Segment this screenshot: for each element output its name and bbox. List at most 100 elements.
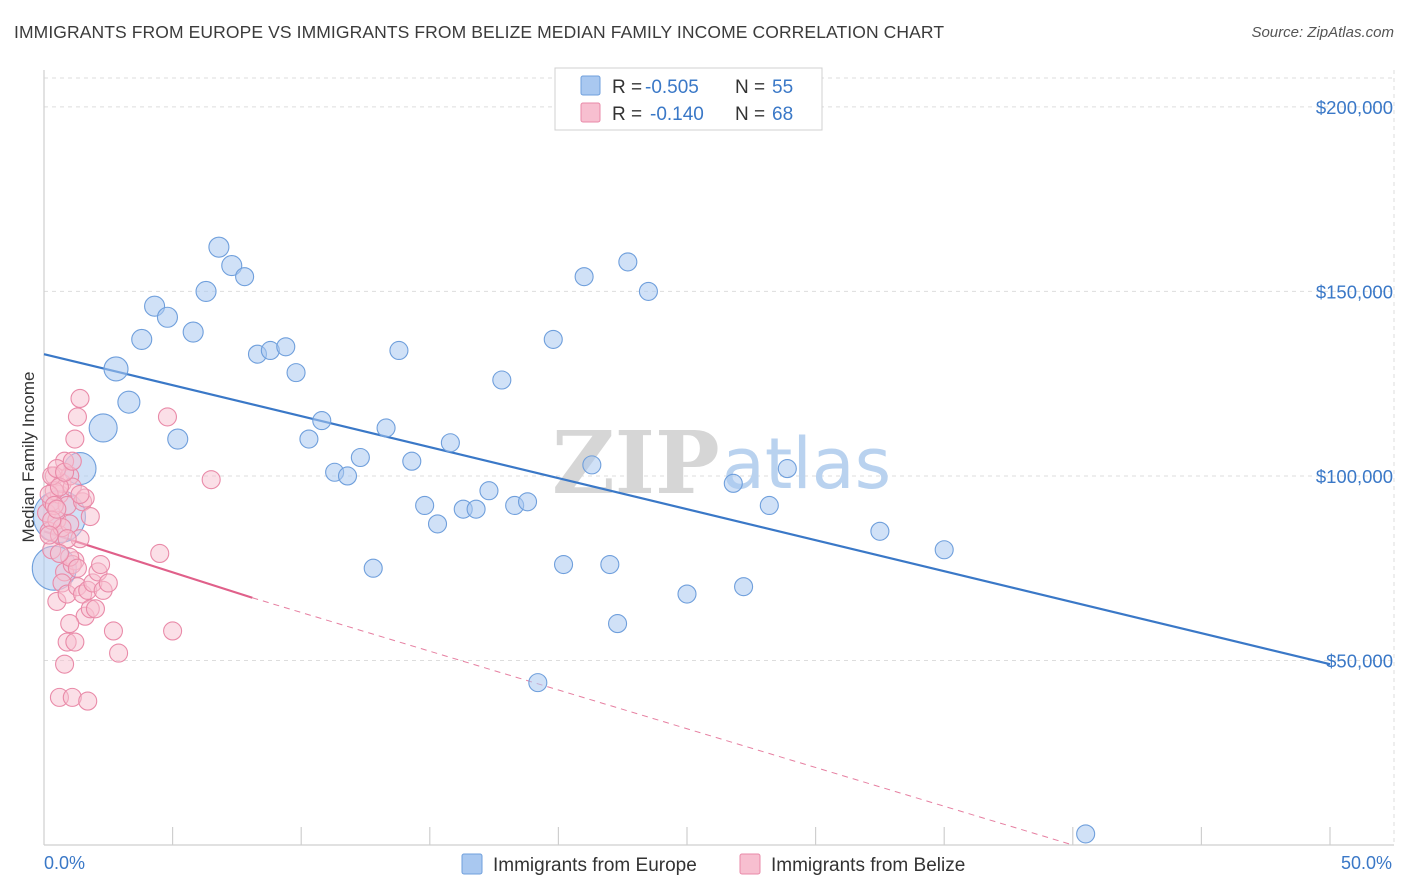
data-points — [31, 236, 1096, 844]
y-tick-labels: $50,000 $100,000 $150,000 $200,000 — [1316, 97, 1393, 672]
europe-point — [131, 328, 153, 350]
chart-title: IMMIGRANTS FROM EUROPE VS IMMIGRANTS FRO… — [14, 22, 945, 42]
belize-point — [85, 599, 105, 619]
europe-point — [337, 466, 358, 486]
legend-swatch-europe — [580, 75, 601, 96]
legend-r-value-europe: -0.505 — [645, 77, 699, 98]
europe-point — [517, 492, 538, 512]
europe-point — [117, 390, 141, 414]
europe-point — [167, 428, 189, 450]
belize-point — [39, 525, 59, 545]
europe-point — [543, 329, 563, 349]
europe-point — [492, 370, 512, 390]
legend-n-value-belize: 68 — [772, 104, 793, 125]
watermark-zip: ZIP — [552, 413, 720, 514]
belize-point — [70, 388, 90, 409]
europe-point — [376, 418, 396, 438]
europe-point — [466, 499, 486, 519]
europe-point — [350, 447, 370, 468]
legend-r-label-europe: R = — [612, 77, 642, 98]
legend-r-value-belize: -0.140 — [650, 104, 704, 125]
europe-point — [934, 540, 954, 560]
y-axis-title: Median Family Income — [19, 371, 38, 542]
source-label: Source: ZipAtlas.com — [1251, 24, 1394, 41]
europe-point — [479, 481, 499, 501]
x-tick-labels: 0.0% 50.0% — [44, 827, 1392, 873]
bottom-legend: Immigrants from Europe Immigrants from B… — [461, 853, 965, 876]
axes — [43, 70, 1394, 846]
watermark: ZIP atlas — [552, 413, 891, 514]
europe-point — [427, 514, 448, 534]
europe-point — [1076, 824, 1096, 844]
y-tick-label: $100,000 — [1316, 466, 1393, 487]
europe-point — [553, 554, 574, 575]
belize-point — [163, 621, 183, 641]
europe-point — [299, 429, 319, 449]
europe-point — [195, 280, 217, 302]
europe-point — [582, 455, 602, 475]
x-tick-label: 0.0% — [44, 853, 85, 873]
europe-trend-line — [43, 353, 1331, 666]
europe-point — [286, 363, 306, 383]
europe-point — [363, 558, 383, 578]
y-tick-label: $200,000 — [1316, 97, 1393, 118]
europe-point — [402, 451, 422, 471]
legend-n-value-europe: 55 — [772, 77, 793, 98]
belize-point — [65, 429, 85, 449]
belize-point — [91, 554, 111, 575]
belize-point — [109, 643, 129, 663]
belize-point — [103, 621, 123, 641]
belize-point — [65, 632, 85, 652]
europe-point — [608, 614, 628, 634]
europe-point — [182, 321, 204, 343]
belize-point — [78, 691, 98, 711]
belize-point — [98, 573, 118, 593]
y-tick-label: $50,000 — [1326, 650, 1393, 671]
europe-point — [235, 267, 255, 287]
europe-point — [574, 267, 594, 287]
europe-point — [156, 306, 179, 328]
belize-point — [157, 407, 178, 427]
belize-point — [62, 451, 82, 471]
watermark-atlas: atlas — [722, 423, 891, 505]
belize-point — [67, 558, 87, 578]
belize-point — [47, 499, 67, 519]
belize-point — [150, 543, 170, 564]
europe-point — [759, 495, 779, 516]
europe-point — [777, 459, 797, 479]
belize-point — [49, 543, 69, 564]
europe-point — [208, 236, 230, 258]
belize-point — [67, 407, 87, 427]
belize-point — [55, 654, 75, 674]
y-tick-label: $150,000 — [1316, 281, 1393, 302]
europe-point — [677, 584, 697, 604]
belize-point — [70, 484, 90, 504]
bottom-legend-swatch-europe — [461, 853, 483, 875]
x-tick-label: 50.0% — [1341, 853, 1392, 873]
europe-point — [276, 337, 296, 357]
europe-point — [870, 521, 890, 541]
bottom-legend-belize: Immigrants from Belize — [771, 855, 965, 876]
europe-point — [389, 340, 409, 361]
europe-point — [734, 577, 754, 597]
legend-r-label-belize: R = — [612, 104, 642, 125]
europe-point — [618, 252, 638, 272]
legend-swatch-belize — [580, 102, 601, 123]
bottom-legend-swatch-belize — [739, 853, 761, 875]
belize-point — [80, 506, 100, 527]
legend-n-label-europe: N = — [735, 77, 765, 98]
belize-trend-extension — [252, 597, 1073, 846]
europe-point — [103, 356, 129, 382]
europe-point — [88, 413, 118, 443]
legend-n-label-belize: N = — [735, 104, 765, 125]
legend-box: R = -0.505 N = 55 R = -0.140 N = 68 — [554, 67, 823, 131]
europe-point — [638, 281, 658, 301]
belize-point — [201, 470, 221, 490]
belize-point — [60, 614, 80, 634]
europe-point — [221, 255, 243, 277]
europe-point — [528, 673, 548, 693]
belize-point — [57, 529, 77, 549]
europe-point — [440, 433, 460, 453]
europe-point — [415, 495, 435, 516]
